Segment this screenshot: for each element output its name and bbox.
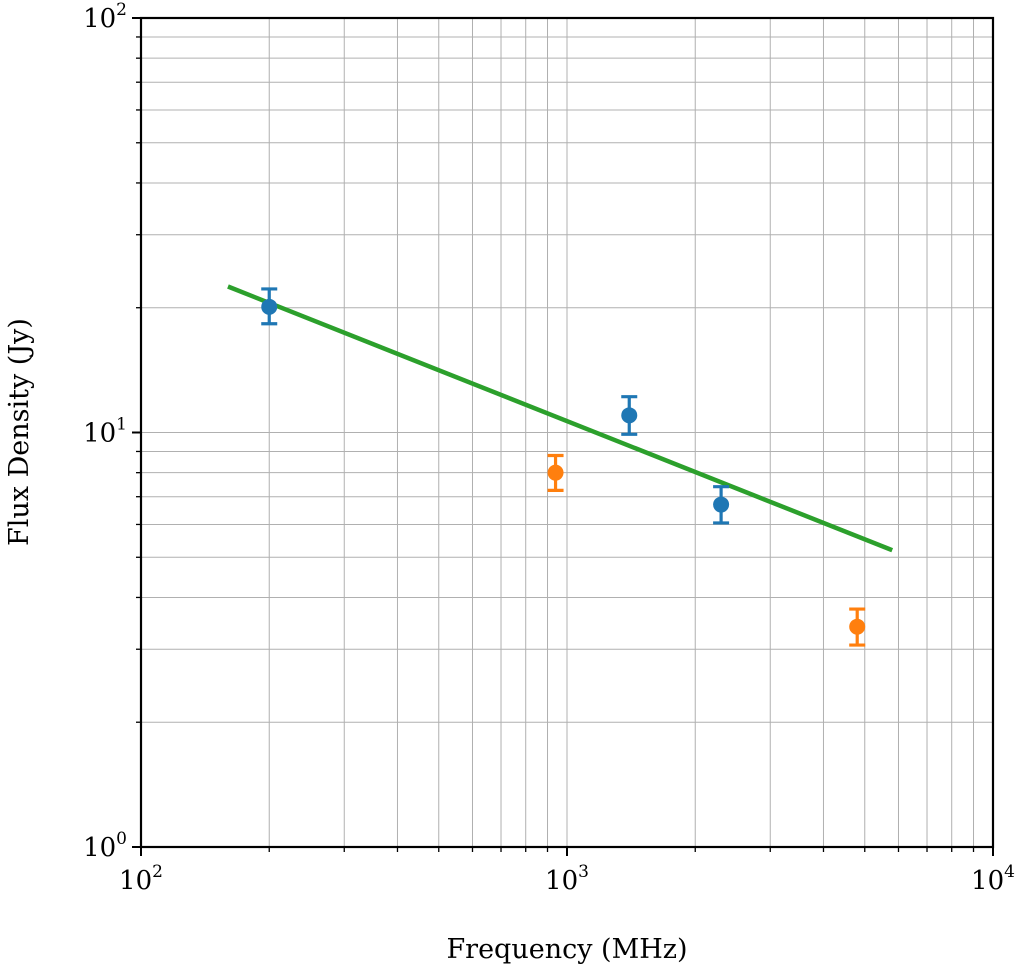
data-points-layer <box>261 287 866 647</box>
data-point <box>849 618 866 635</box>
fit-line <box>227 284 894 553</box>
y-tick-label: 102 <box>83 0 127 34</box>
axis-ticks: 102 103 104 100 101 102 <box>83 0 1015 896</box>
data-point <box>261 298 278 315</box>
x-tick-label: 104 <box>971 862 1015 896</box>
series-b <box>547 453 866 647</box>
data-point <box>713 496 730 513</box>
data-point <box>621 407 638 424</box>
x-tick-label: 102 <box>119 862 163 896</box>
fit-line-layer <box>227 284 894 553</box>
x-axis-label: Frequency (MHz) <box>446 934 687 965</box>
x-tick-label: 103 <box>545 862 589 896</box>
y-tick-label: 101 <box>83 415 127 449</box>
data-point <box>547 464 564 481</box>
grid <box>141 18 993 847</box>
y-axis-label: Flux Density (Jy) <box>4 318 35 546</box>
series-a <box>261 287 730 525</box>
y-tick-label: 100 <box>83 829 127 863</box>
